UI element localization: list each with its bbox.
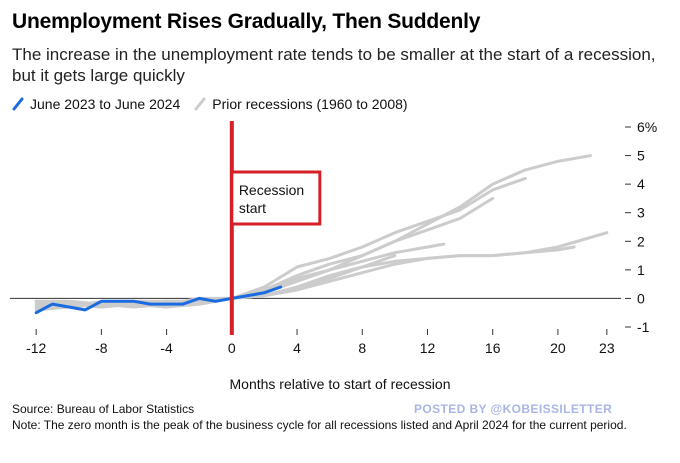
legend-swatch-prior xyxy=(194,97,206,111)
chart-title: Unemployment Rises Gradually, Then Sudde… xyxy=(12,10,481,33)
recession-start-label-line1: Recession xyxy=(239,182,304,198)
series-line-prior xyxy=(34,231,609,309)
legend-label-prior: Prior recessions (1960 to 2008) xyxy=(212,96,408,112)
legend-label-current: June 2023 to June 2024 xyxy=(30,96,181,112)
x-axis-label: Months relative to start of recession xyxy=(229,376,451,392)
x-tick-label: 8 xyxy=(358,340,366,356)
series-line-prior xyxy=(34,254,397,306)
x-tick-label: 23 xyxy=(599,340,615,356)
source-text: Source: Bureau of Labor Statistics xyxy=(12,402,195,416)
y-tick-label: 6% xyxy=(637,119,657,135)
y-tick-label: 0 xyxy=(637,290,645,306)
x-tick-label: 4 xyxy=(293,340,301,356)
x-tick-label: 20 xyxy=(550,340,566,356)
series-line-prior xyxy=(34,245,576,309)
recession-start-box xyxy=(230,170,322,226)
legend: June 2023 to June 2024 Prior recessions … xyxy=(12,95,422,113)
series-line-current xyxy=(34,285,283,315)
y-tick-label: 5 xyxy=(637,148,645,164)
legend-item-prior: Prior recessions (1960 to 2008) xyxy=(194,96,408,112)
x-tick-label: 12 xyxy=(420,340,436,356)
watermark: POSTED BY @KOBEISSILETTER xyxy=(414,402,613,416)
y-tick-label: 2 xyxy=(637,233,645,249)
y-tick-label: 3 xyxy=(637,205,645,221)
series-line-prior xyxy=(34,242,446,312)
chart-subtitle: The increase in the unemployment rate te… xyxy=(12,45,656,85)
x-tick-label: 16 xyxy=(485,340,501,356)
y-tick-label: 4 xyxy=(637,176,645,192)
legend-swatch-current xyxy=(12,97,24,111)
legend-item-current: June 2023 to June 2024 xyxy=(12,96,180,112)
x-tick-label: 0 xyxy=(228,340,236,356)
y-tick-label: -1 xyxy=(637,319,650,335)
x-tick-label: -12 xyxy=(26,340,46,356)
x-tick-label: -4 xyxy=(160,340,173,356)
recession-start-label-line2: start xyxy=(239,200,266,216)
y-tick-label: 1 xyxy=(637,262,645,278)
x-tick-label: -8 xyxy=(95,340,108,356)
note-text: Note: The zero month is the peak of the … xyxy=(12,418,627,432)
